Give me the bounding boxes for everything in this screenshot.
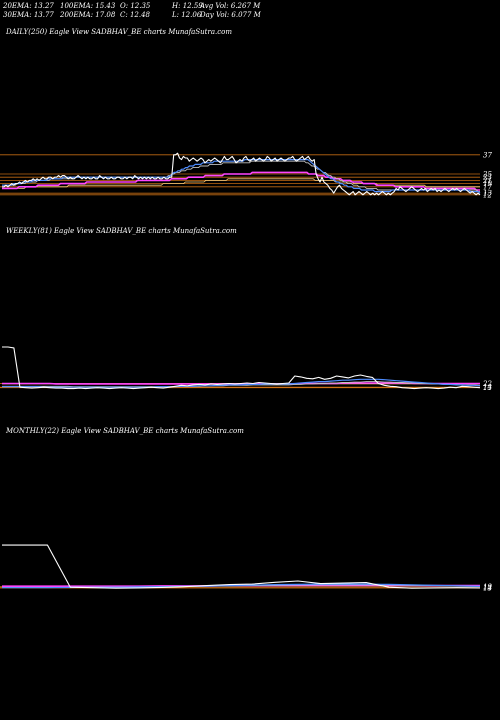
daily-tick-label-2: 23 <box>482 174 492 182</box>
weekly-tick-label-1: 14 <box>483 384 492 392</box>
daily-ema200-line <box>2 178 480 189</box>
daily-ema100-line <box>2 171 480 191</box>
weekly-tick-label-2: 13 <box>483 384 492 392</box>
daily-ema20-line <box>2 159 481 194</box>
monthly-price-line <box>2 544 481 589</box>
daily-tick-label-3: 21 <box>482 177 492 185</box>
header-open: O: 12.35 <box>120 2 151 10</box>
monthly-panel-title: MONTHLY(22) Eagle View SADBHAV_BE charts… <box>6 427 244 435</box>
daily-tick-label-5: 17 <box>483 183 492 191</box>
daily-tick-label-1: 25 <box>482 171 492 179</box>
daily-tick-label-0: 37 <box>483 151 492 159</box>
monthly-tick-label-0: 19 <box>483 583 492 591</box>
monthly-tick-label-2: 13 <box>483 584 492 592</box>
header-ema200: 200EMA: 17.08 <box>60 11 116 19</box>
weekly-tick-label-0: 22 <box>482 380 492 388</box>
weekly-price-line <box>2 346 481 390</box>
header-high: H: 12.59 <box>172 2 203 10</box>
monthly-tick-label-1: 14 <box>483 584 492 592</box>
daily-tick-label-7: 12 <box>483 191 492 199</box>
daily-tick-label-4: 19 <box>483 180 492 188</box>
header-ema20: 20EMA: 13.27 <box>3 2 54 10</box>
daily-panel-title: DAILY(250) Eagle View SADBHAV_BE charts … <box>6 28 232 36</box>
weekly-panel-title: WEEKLY(81) Eagle View SADBHAV_BE charts … <box>6 227 237 235</box>
header-ema30: 30EMA: 13.77 <box>3 11 54 19</box>
header-low: L: 12.06 <box>172 11 202 19</box>
daily-tick-label-6: 13 <box>483 190 492 198</box>
header-ema100: 100EMA: 15.43 <box>60 2 116 10</box>
header-avg-vol: Avg Vol: 6.267 M <box>200 2 261 10</box>
header-close: C: 12.48 <box>120 11 150 19</box>
header-day-vol: Day Vol: 6.077 M <box>200 11 261 19</box>
daily-price-line <box>2 152 481 196</box>
weekly-ema20-line <box>2 378 481 388</box>
